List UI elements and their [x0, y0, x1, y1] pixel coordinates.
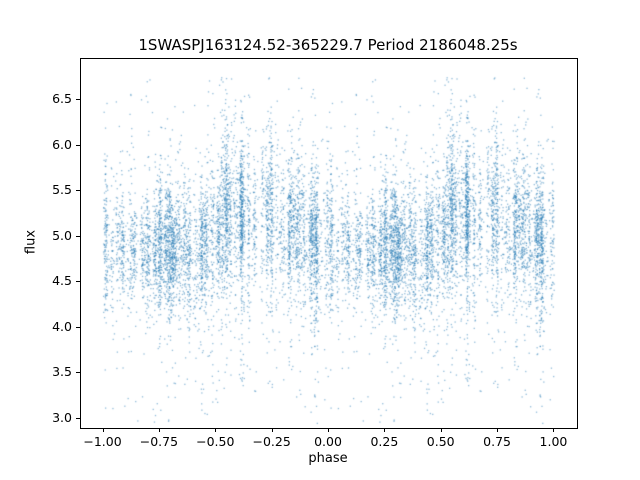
y-tick-mark [76, 144, 80, 146]
x-axis-label: phase [308, 451, 348, 466]
y-tick-mark [76, 190, 80, 192]
x-tick-label: −0.25 [252, 434, 291, 449]
y-tick-mark [76, 326, 80, 328]
x-tick-label: 0.00 [314, 434, 342, 449]
x-tick-label: 0.75 [483, 434, 511, 449]
y-tick-label: 5.0 [52, 227, 72, 243]
y-tick-mark [76, 417, 80, 419]
y-tick-label: 3.0 [52, 409, 72, 425]
y-tick-label: 4.5 [52, 273, 72, 289]
x-tick-mark [497, 428, 499, 432]
y-tick-mark [76, 99, 80, 100]
x-tick-mark [328, 428, 329, 432]
y-tick-label: 6.5 [52, 91, 72, 106]
x-tick-mark [215, 428, 217, 432]
x-tick-mark [271, 428, 273, 432]
y-tick-mark [76, 281, 80, 283]
x-tick-label: −0.50 [196, 434, 235, 449]
x-tick-label: 0.50 [426, 434, 455, 449]
chart-title: 1SWASPJ163124.52-365229.7 Period 2186048… [138, 36, 518, 54]
x-tick-label: −1.00 [83, 434, 122, 449]
x-tick-mark [102, 428, 104, 432]
x-tick-mark [384, 428, 386, 432]
scatter-canvas [81, 59, 577, 428]
plot-area [80, 58, 578, 429]
x-tick-label: 0.25 [370, 434, 399, 449]
y-tick-label: 4.0 [52, 318, 72, 334]
x-tick-label: 1.00 [539, 434, 568, 449]
y-tick-label: 5.5 [52, 182, 72, 198]
x-tick-mark [553, 428, 555, 432]
y-tick-label: 3.5 [52, 364, 72, 380]
y-tick-label: 6.0 [52, 136, 72, 152]
x-tick-mark [158, 428, 160, 432]
x-tick-mark [440, 428, 442, 432]
y-tick-mark [76, 235, 80, 237]
y-tick-mark [76, 372, 80, 374]
x-tick-label: −0.75 [139, 434, 179, 449]
